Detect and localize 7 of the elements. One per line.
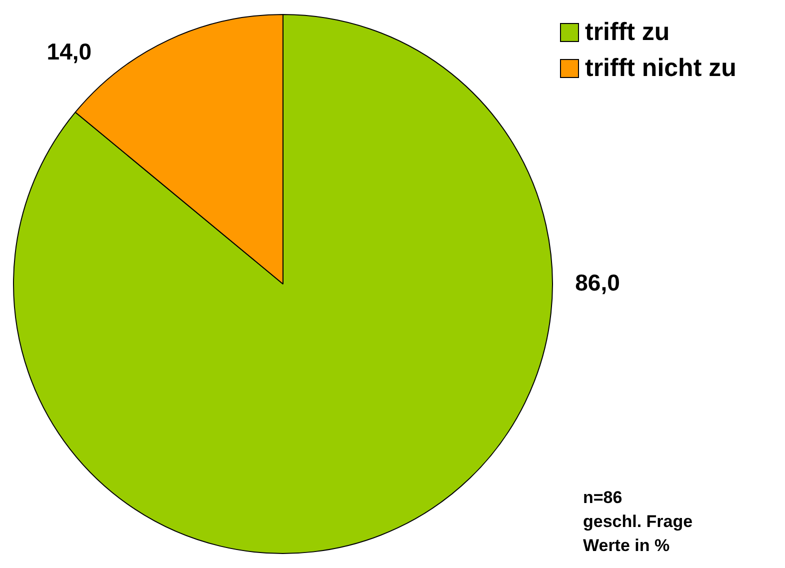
legend-label: trifft nicht zu (585, 54, 736, 82)
text: Werte in % (583, 535, 671, 557)
text: geschl. Frage (583, 511, 693, 533)
data-label: 86,0 (575, 269, 620, 296)
legend-label: trifft zu (585, 18, 670, 46)
text: n=86 (583, 487, 624, 509)
data-label: 14,0 (46, 38, 92, 65)
